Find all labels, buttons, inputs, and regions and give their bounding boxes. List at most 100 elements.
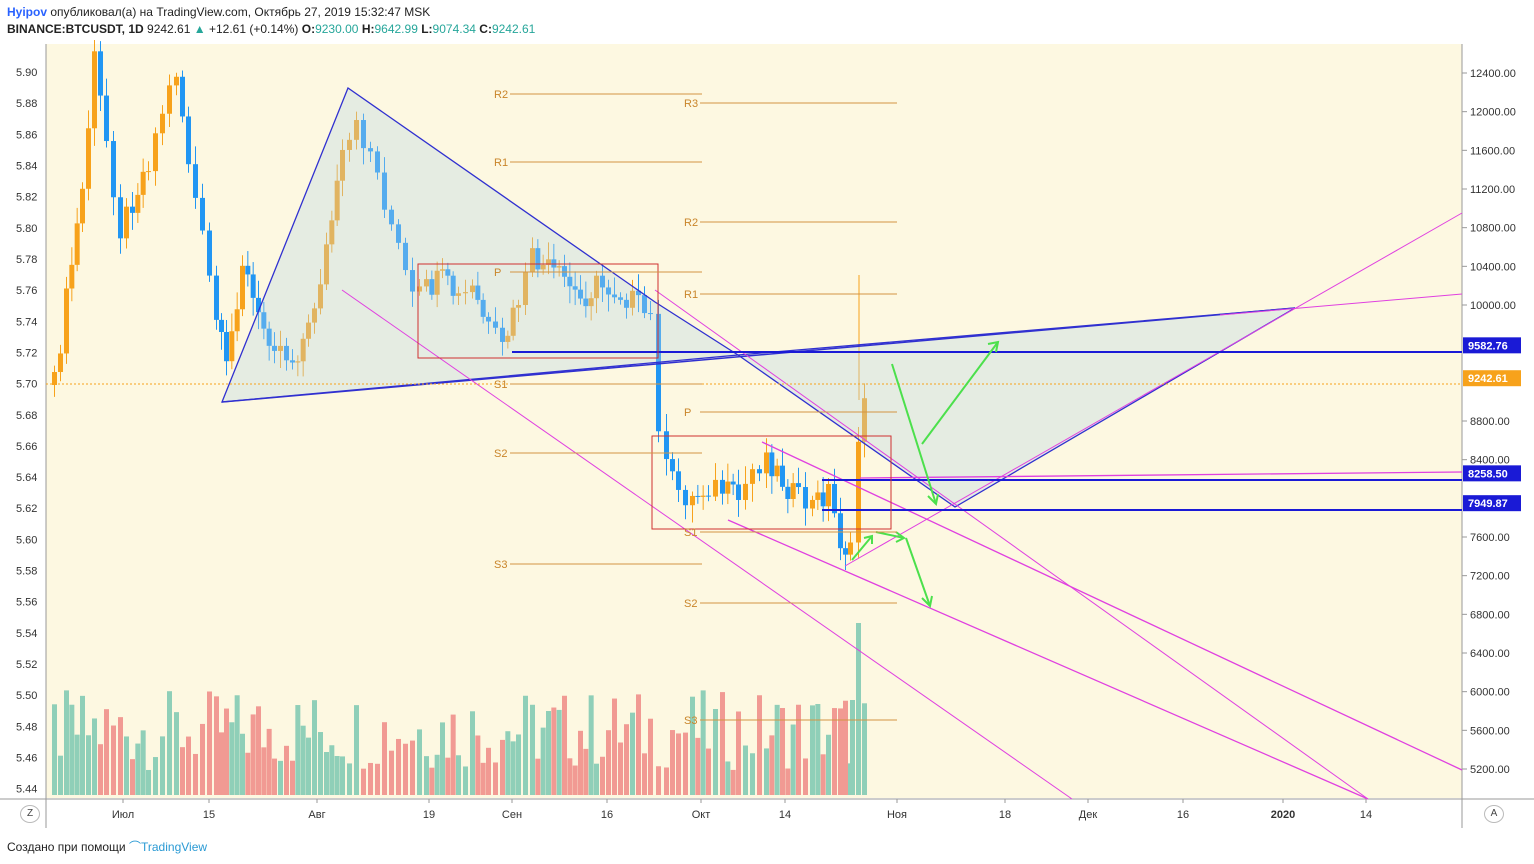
candle-body-125 <box>803 487 808 509</box>
candle-body-55 <box>382 172 387 210</box>
volume-bar-85 <box>562 695 567 795</box>
volume-bar-127 <box>815 704 821 795</box>
volume-bar-114 <box>736 711 741 795</box>
volume-bar-80 <box>535 758 541 795</box>
volume-bar-12 <box>124 736 129 795</box>
pivot-label-0: R2 <box>494 89 508 101</box>
up-arrow-icon: ▲ <box>193 22 206 36</box>
volume-bar-72 <box>486 747 491 795</box>
price-tag-2: 8258.50 <box>1468 468 1508 480</box>
volume-bar-62 <box>429 767 435 795</box>
candle-body-57 <box>396 224 401 243</box>
candle-body-87 <box>572 286 578 290</box>
left-price-axis[interactable]: 5.90 5.88 5.86 5.84 5.82 5.80 5.78 5.76 5.74 5.72… <box>16 67 37 796</box>
candle-body-128 <box>820 492 826 507</box>
right-axis-tick-1: 12000.00 <box>1470 107 1516 119</box>
volume-bar-120 <box>774 704 780 795</box>
volume-bar-87 <box>572 765 578 795</box>
right-price-axis[interactable]: 12400.00 12000.00 11600.00 11200.00 10800.00… <box>1462 68 1516 776</box>
price-tag-0: 9582.76 <box>1468 340 1508 352</box>
candle-body-71 <box>480 299 486 317</box>
volume-bar-89 <box>583 748 589 795</box>
candle-body-73 <box>493 321 498 328</box>
high-value: 9642.99 <box>374 22 418 36</box>
right-axis-tick-7: 8800.00 <box>1470 416 1510 428</box>
candle-body-122 <box>785 486 791 499</box>
candle-body-83 <box>551 259 557 268</box>
candle-body-94 <box>612 294 617 298</box>
volume-bar-38 <box>278 760 283 795</box>
left-axis-tick-22: 5.46 <box>16 752 37 764</box>
candle-body-2 <box>64 288 69 354</box>
volume-bar-105 <box>683 732 688 795</box>
pivot-label-4: S2 <box>494 448 507 460</box>
price-tag-bg-3 <box>1463 495 1521 512</box>
right-axis-tick-14: 5600.00 <box>1470 725 1510 737</box>
zoom-reset-button[interactable]: Z <box>20 805 40 823</box>
candle-body-31 <box>240 265 245 310</box>
volume-bar-40 <box>290 760 295 795</box>
low-value: 9074.34 <box>432 22 476 36</box>
volume-bar-64 <box>440 722 445 795</box>
candle-body-27 <box>219 319 224 333</box>
pivot-label-8: R1 <box>684 289 698 301</box>
candle-body-77 <box>516 305 521 308</box>
right-axis-tick-8: 8400.00 <box>1470 455 1510 467</box>
candle-body-104 <box>676 471 681 490</box>
volume-bar-123 <box>790 724 796 795</box>
candle-body-37 <box>272 345 277 351</box>
time-axis[interactable]: Июл 15 Авг 19 Сен 16 Окт 14 Ноя 18 Дек 16 2020 14 <box>112 799 1372 821</box>
pivot-label-10: S1 <box>684 527 697 539</box>
auto-scale-button[interactable]: A <box>1484 805 1504 823</box>
volume-bar-10 <box>111 725 116 795</box>
volume-bar-54 <box>375 763 380 795</box>
magenta-horizontal <box>859 471 1463 479</box>
right-axis-tick-15: 5200.00 <box>1470 764 1510 776</box>
volume-bar-95 <box>618 742 623 795</box>
volume-bar-81 <box>540 727 546 795</box>
candle-body-102 <box>664 431 669 460</box>
volume-bar-108 <box>700 690 706 795</box>
pivot-levels: R2 R1 P S1 S2 S3 R3 R2 R1 P S1 S2 S3 <box>494 89 897 727</box>
footer-brand[interactable]: TradingView <box>141 840 208 854</box>
author-name[interactable]: Hyipov <box>7 5 48 19</box>
symbol-label: BINANCE:BTCUSDT, 1D <box>7 22 144 36</box>
volume-bar-14 <box>135 743 141 795</box>
close-value: 9242.61 <box>491 22 536 36</box>
candle-body-23 <box>193 164 198 198</box>
volume-bar-24 <box>200 723 205 795</box>
magenta-trend-3 <box>761 441 1463 771</box>
volume-bar-97 <box>630 712 635 795</box>
left-axis-tick-11: 5.68 <box>16 410 37 422</box>
candle-body-43 <box>306 322 311 339</box>
volume-bar-7 <box>92 718 97 795</box>
candle-body-80 <box>535 248 541 270</box>
pivot-label-6: R3 <box>684 98 698 110</box>
left-axis-tick-4: 5.82 <box>16 192 37 204</box>
left-axis-tick-19: 5.52 <box>16 659 37 671</box>
candle-body-64 <box>440 269 445 271</box>
pivot-label-5: S3 <box>494 559 507 571</box>
volume-bar-9 <box>104 709 109 795</box>
volume-bar-122 <box>785 768 791 795</box>
candle-body-62 <box>429 279 435 295</box>
candle-body-44 <box>312 308 317 323</box>
volume-bar-1 <box>58 755 63 795</box>
volume-bar-5 <box>80 695 85 795</box>
volume-spike-2 <box>856 623 861 795</box>
high-label: H: <box>361 22 375 36</box>
volume-bars <box>52 623 867 795</box>
candle-body-72 <box>486 316 491 322</box>
candle-body-65 <box>445 269 451 276</box>
candle-body-90 <box>588 298 594 307</box>
volume-bar-25 <box>207 691 212 795</box>
volume-bar-63 <box>434 754 440 795</box>
candle-body-127 <box>815 492 821 500</box>
low-label: L: <box>421 22 433 36</box>
price-chart[interactable]: R2 R1 P S1 S2 S3 R3 R2 R1 P S1 S2 S3 5.90 5.88 5.86 5.8… <box>0 40 1534 830</box>
candle-body-11 <box>118 197 123 239</box>
candle-body-119 <box>769 452 775 477</box>
open-value: 9230.00 <box>315 22 359 36</box>
volume-bar-121 <box>780 708 785 795</box>
candle-body-12 <box>124 206 129 239</box>
